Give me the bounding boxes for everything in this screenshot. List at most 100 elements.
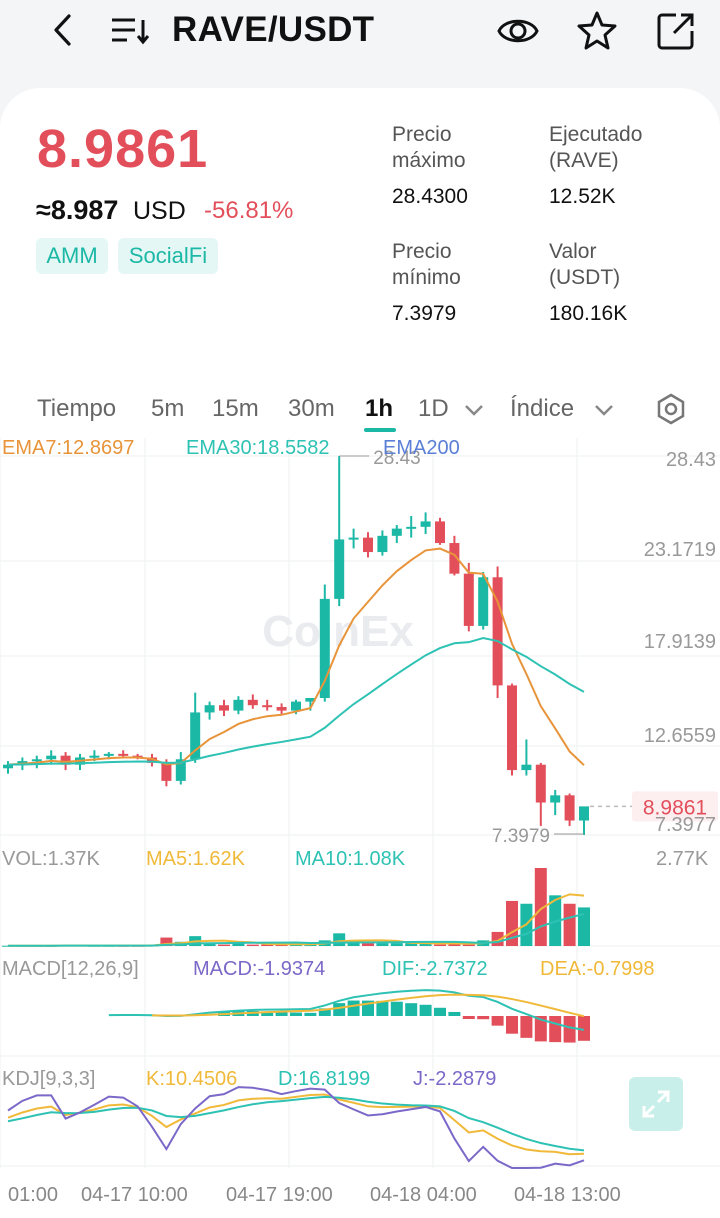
macd-histogram-bar	[304, 1012, 317, 1016]
volume-bar	[434, 944, 446, 946]
macd-histogram-bar	[347, 1000, 360, 1016]
volume-bar	[333, 933, 346, 946]
macd-histogram-bar	[506, 1016, 518, 1034]
menu-sort-icon[interactable]	[108, 10, 152, 50]
candle-body	[521, 764, 532, 771]
tab-5m[interactable]: 5m	[151, 395, 185, 422]
time-label: 04-18 13:00	[514, 1184, 621, 1206]
candle-body	[60, 755, 71, 765]
volume-bar	[261, 944, 274, 946]
price-axis-label: 23.1719	[644, 539, 716, 561]
macd-histogram-bar	[419, 1004, 432, 1016]
ema30-label: EMA30:18.5582	[186, 437, 330, 459]
time-label: 04-17 19:00	[226, 1184, 333, 1206]
tab-15m[interactable]: 15m	[212, 395, 259, 422]
tab-tiempo[interactable]: Tiempo	[37, 395, 117, 422]
star-icon[interactable]	[574, 8, 620, 54]
candle-body	[204, 705, 215, 713]
candle-body	[305, 698, 316, 702]
candle-body	[334, 539, 345, 599]
volume-bar	[347, 941, 360, 946]
kdj-panel	[7, 1086, 585, 1169]
tab-30m[interactable]: 30m	[288, 395, 335, 422]
volume-bar	[362, 943, 374, 946]
k-line	[7, 1093, 585, 1156]
candle-body	[31, 759, 42, 762]
share-icon[interactable]	[653, 8, 699, 54]
candle-body	[463, 573, 474, 626]
high-label: Precio máximo	[392, 123, 466, 172]
candle-body	[564, 795, 575, 821]
macd-histogram-bar	[563, 1016, 576, 1043]
macd-histogram-bar	[534, 1016, 547, 1042]
tag-socialfi[interactable]: SocialFi	[118, 238, 218, 274]
low-marker: 7.3979	[492, 826, 550, 847]
main-card	[0, 88, 720, 1218]
macd-histogram-bar	[491, 1016, 504, 1026]
vol-max-label: 2.77K	[656, 848, 709, 870]
candle-body	[46, 755, 57, 760]
macd-histogram-bar	[318, 1008, 331, 1016]
candles: 28.43 7.3979 8.9861	[3, 448, 718, 847]
price-axis: 28.43 23.1719 17.9139 12.6559 7.3977	[644, 449, 716, 836]
volume-bar	[448, 943, 461, 946]
low-value: 7.3979	[392, 302, 457, 325]
macd-histogram-bar	[390, 1001, 403, 1016]
candle-body	[118, 753, 129, 756]
value-label: Valor (USDT)	[549, 240, 621, 289]
back-icon[interactable]	[44, 10, 84, 50]
price-change: -56.81%	[204, 197, 294, 224]
dea-line	[151, 993, 585, 1018]
volume-bar	[232, 943, 245, 946]
eye-settings-icon[interactable]	[495, 8, 541, 54]
kdj-params-label: KDJ[9,3,3]	[2, 1068, 96, 1090]
candle-body	[363, 537, 373, 553]
candle-body	[348, 537, 359, 540]
candle-body	[276, 707, 287, 711]
candle-body	[3, 764, 13, 769]
volume-bar	[218, 944, 230, 946]
ema7-label: EMA7:12.8697	[2, 437, 135, 459]
macd-params-label: MACD[12,26,9]	[2, 958, 139, 980]
current-price-label: 8.9861	[643, 796, 707, 819]
volume-bars	[2, 868, 590, 947]
current-price-bg	[632, 791, 718, 822]
candle-body	[190, 712, 201, 760]
candle-body	[319, 598, 330, 699]
candle-body	[579, 806, 589, 821]
candle-body	[492, 577, 503, 686]
macd-histogram-bar	[376, 1000, 389, 1016]
chevron-down-icon[interactable]	[592, 398, 616, 422]
executed-value: 12.52K	[549, 185, 616, 208]
tag-amm[interactable]: AMM	[36, 238, 108, 274]
volume-bar	[462, 944, 475, 946]
candle-body	[507, 685, 517, 771]
tab-1d[interactable]: 1D	[418, 395, 449, 422]
price-axis-label: 17.9139	[644, 631, 716, 653]
ema200-label: EMA200	[383, 437, 460, 459]
candle-body	[89, 755, 100, 758]
macd-histogram-bar	[462, 1016, 475, 1019]
chevron-down-icon[interactable]	[462, 398, 486, 422]
chart-settings-icon[interactable]	[652, 390, 690, 428]
candle-body	[391, 528, 402, 536]
candle-body	[161, 762, 172, 781]
dea-label: DEA:-0.7998	[540, 958, 655, 980]
ma10-label: MA10:1.08K	[295, 848, 406, 870]
time-label: 01:00	[8, 1184, 59, 1206]
dif-label: DIF:-2.7372	[382, 958, 488, 980]
low-label: Precio mínimo	[392, 240, 461, 289]
pair-title[interactable]: RAVE/USDT	[172, 10, 375, 49]
time-label: 04-18 04:00	[370, 1184, 477, 1206]
candle-body	[435, 521, 445, 544]
candle-body	[175, 759, 186, 781]
price-axis-label: 7.3977	[655, 814, 716, 836]
fullscreen-button[interactable]	[629, 1077, 683, 1131]
ma10-line	[8, 912, 585, 947]
tab-1h[interactable]: 1h	[365, 395, 394, 422]
d-line	[7, 1095, 585, 1152]
tab-indice[interactable]: Índice	[510, 395, 575, 422]
ema30-line	[7, 636, 585, 766]
macd-histogram-bar	[549, 1016, 562, 1043]
